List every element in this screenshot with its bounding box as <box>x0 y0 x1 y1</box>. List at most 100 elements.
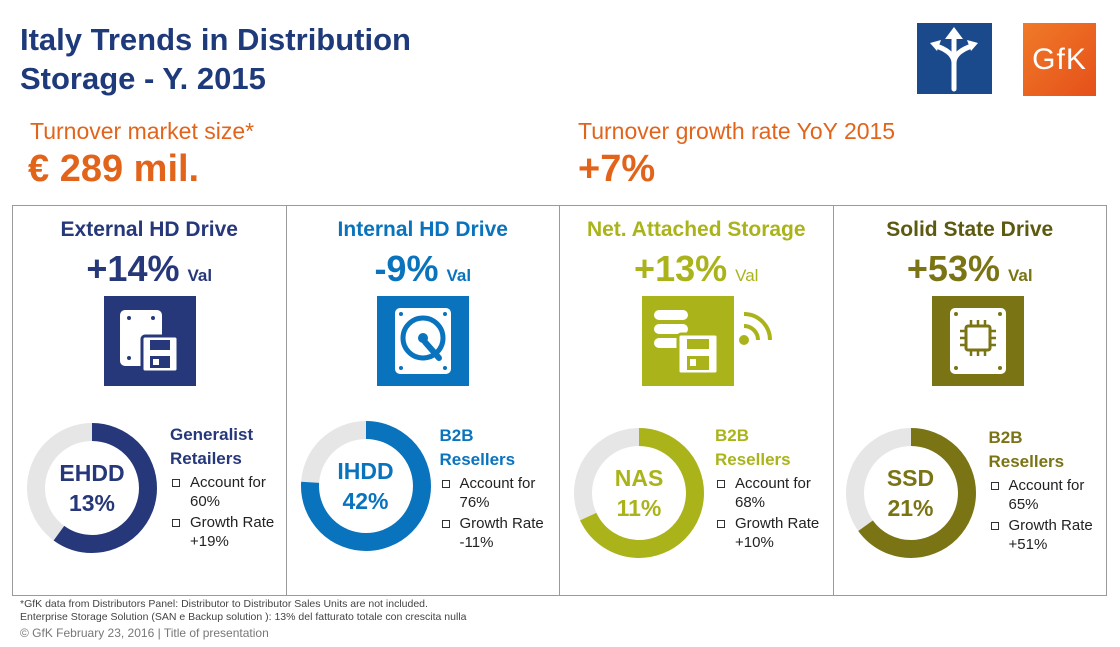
growth-value: -9% <box>374 248 439 289</box>
panel-growth: +53% Val <box>834 248 1107 290</box>
bullet-value: 65% <box>1008 496 1039 513</box>
bullet-value: +51% <box>1008 536 1048 553</box>
channel-info: Generalist Retailers Account for 60% Grow… <box>170 423 288 551</box>
nas-donut: NAS 11% <box>572 426 706 560</box>
donut-arc <box>574 428 704 558</box>
donut-arc <box>300 421 431 551</box>
channel-line-2: Resellers <box>439 450 516 469</box>
donut-label: SSD <box>886 465 935 491</box>
channel-line-2: Resellers <box>715 450 791 469</box>
donut-arc <box>27 423 157 553</box>
bullet-growth: Growth Rate +51% <box>989 516 1107 554</box>
growth-value: +14% <box>86 248 180 289</box>
bullet-label: Account for <box>1008 477 1085 494</box>
panel-nas: Net. Attached Storage +13% Val <box>560 206 834 595</box>
panel-growth: +13% Val <box>560 248 833 290</box>
wifi-icon <box>738 310 778 346</box>
bullet-value: +10% <box>735 534 774 551</box>
panel-title: External HD Drive <box>60 218 238 241</box>
ehdd-donut: EHDD 13% <box>25 421 159 555</box>
panel-ssd: Solid State Drive +53% Val <box>834 206 1107 595</box>
donut-percent: 21% <box>887 495 934 521</box>
donut-text: SSD 21% <box>844 426 978 560</box>
split-arrows-icon <box>917 23 992 94</box>
channel-info: B2B Resellers Account for 65% Growth Rate… <box>989 426 1107 554</box>
panel-ihdd: Internal HD Drive -9% Val IHDD 42% <box>287 206 560 595</box>
title-line-2: Storage - Y. 2015 <box>20 61 266 96</box>
bullet-account: Account for 68% <box>715 474 833 512</box>
channel-line-1: B2B <box>439 426 474 445</box>
ihdd-donut: IHDD 42% <box>299 419 433 553</box>
channel-name: B2B Resellers <box>989 426 1107 474</box>
bullet-value: -11% <box>459 534 494 551</box>
donut-svg <box>574 428 704 558</box>
donut-label: EHDD <box>59 460 125 486</box>
market-size-value: € 289 mil. <box>28 148 200 190</box>
donut-arc <box>845 428 976 558</box>
bullet-label: Growth Rate <box>1008 517 1093 534</box>
channel-line-1: B2B <box>715 426 750 445</box>
channel-line-2: Retailers <box>170 449 242 468</box>
donut-text: IHDD 42% <box>299 419 433 553</box>
growth-value: +53% <box>906 248 1000 289</box>
bullet-account: Account for 76% <box>440 474 558 512</box>
bullet-label: Growth Rate <box>459 515 544 532</box>
bullet-account: Account for 60% <box>170 473 288 511</box>
panel-title: Internal HD Drive <box>337 218 508 241</box>
footnote-1: *GfK data from Distributors Panel: Distr… <box>20 598 428 610</box>
bullet-label: Growth Rate <box>735 515 820 532</box>
bullet-value: 76% <box>459 494 490 511</box>
channel-line-2: Resellers <box>988 452 1065 471</box>
ssd-donut: SSD 21% <box>844 426 978 560</box>
channel-name: B2B Resellers <box>440 424 558 472</box>
bullet-label: Account for <box>190 474 266 491</box>
bullet-square-icon <box>172 479 180 487</box>
panel-growth: -9% Val <box>287 248 560 290</box>
market-size-label: Turnover market size* <box>30 118 255 144</box>
bullet-label: Growth Rate <box>190 514 275 531</box>
channel-name: B2B Resellers <box>715 424 833 472</box>
hard-disk-icon <box>376 296 469 386</box>
panel-ehdd: External HD Drive +14% Val EHDD 13% <box>13 206 287 595</box>
channel-info: B2B Resellers Account for 68% Growth Rate… <box>715 424 833 552</box>
nas-storage-icon <box>642 296 734 386</box>
bullet-square-icon <box>717 480 725 488</box>
channel-line-1: Generalist <box>170 425 254 444</box>
bullet-value: 68% <box>735 494 766 511</box>
channel-name: Generalist Retailers <box>170 423 288 471</box>
copyright: © GfK February 23, 2016 | Title of prese… <box>20 626 269 640</box>
donut-percent: 11% <box>616 495 662 521</box>
donut-label: NAS <box>614 465 664 491</box>
growth-value: +13% <box>634 248 728 289</box>
bullet-label: Account for <box>459 475 536 492</box>
bullet-square-icon <box>990 482 999 490</box>
growth-val-label: Val <box>187 266 213 285</box>
bullet-square-icon <box>441 520 450 528</box>
donut-percent: 13% <box>68 490 116 516</box>
bullet-value: 60% <box>190 493 221 510</box>
donut-label: IHDD <box>337 458 394 484</box>
panel-growth: +14% Val <box>13 248 286 290</box>
bullet-square-icon <box>172 519 180 527</box>
external-drive-icon <box>104 296 196 386</box>
bullet-growth: Growth Rate +10% <box>715 514 833 552</box>
bullet-growth: Growth Rate -11% <box>440 514 558 552</box>
footnote-2: Enterprise Storage Solution (SAN e Backu… <box>20 611 467 623</box>
bullet-square-icon <box>441 480 450 488</box>
category-panels: External HD Drive +14% Val EHDD 13% <box>12 205 1107 596</box>
panel-title: Net. Attached Storage <box>586 218 806 241</box>
panel-title: Solid State Drive <box>886 218 1054 241</box>
growth-val-label: Val <box>1007 266 1033 285</box>
growth-rate-value: +7% <box>578 148 656 190</box>
donut-svg <box>300 421 431 551</box>
growth-val-label: Val <box>735 266 759 285</box>
title-line-1: Italy Trends in Distribution <box>20 22 411 57</box>
channel-line-1: B2B <box>988 428 1023 447</box>
donut-svg <box>27 423 157 553</box>
donut-text: EHDD 13% <box>25 421 159 555</box>
bullet-square-icon <box>990 522 999 530</box>
gfk-logo: GfK <box>1023 23 1096 96</box>
bullet-label: Account for <box>735 475 811 492</box>
ssd-chip-icon <box>931 296 1024 386</box>
bullet-growth: Growth Rate +19% <box>170 513 288 551</box>
